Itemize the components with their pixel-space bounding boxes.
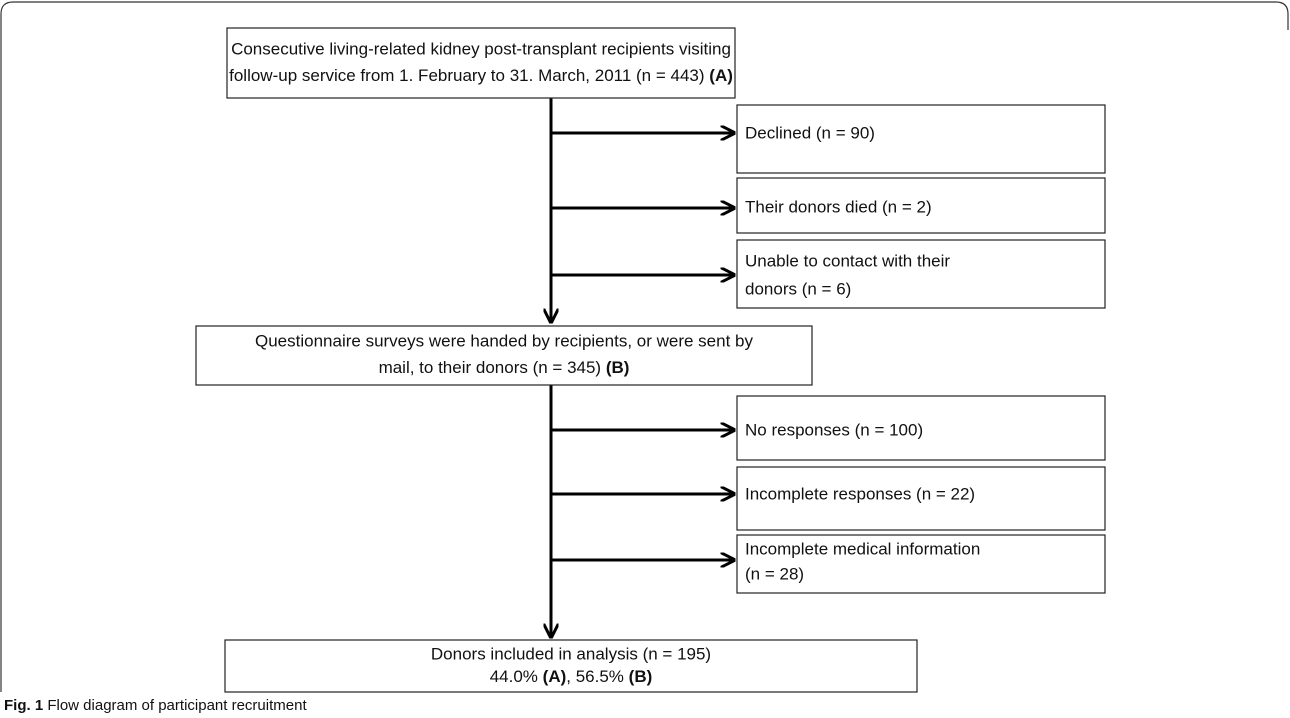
caption: Fig. 1 Flow diagram of participant recru… — [4, 697, 307, 714]
node-text: Their donors died (n = 2) — [745, 197, 932, 216]
node-text: Consecutive living-related kidney post-t… — [231, 39, 731, 58]
node-text: Unable to contact with their — [745, 251, 950, 270]
node-text: 44.0% (A), 56.5% (B) — [490, 667, 653, 686]
frame — [0, 1, 1289, 692]
node-box — [736, 466, 1106, 531]
node-text: mail, to their donors (n = 345) (B) — [379, 358, 630, 377]
node-box — [736, 177, 1106, 234]
node-text: Incomplete responses (n = 22) — [745, 484, 975, 503]
node-box — [195, 325, 813, 386]
node-text: No responses (n = 100) — [745, 420, 923, 439]
node-text: Questionnaire surveys were handed by rec… — [255, 331, 753, 350]
node-text: Declined (n = 90) — [745, 123, 875, 142]
node-text: follow-up service from 1. February to 31… — [229, 66, 733, 85]
node-box — [736, 534, 1106, 594]
node-text: donors (n = 6) — [745, 279, 851, 298]
node-box — [736, 104, 1106, 174]
node-text: Incomplete medical information — [745, 539, 980, 558]
node-box — [226, 27, 736, 99]
node-text: Donors included in analysis (n = 195) — [431, 644, 711, 663]
node-text: (n = 28) — [745, 564, 804, 583]
node-box — [736, 395, 1106, 461]
node-box — [224, 639, 918, 693]
node-box — [736, 239, 1106, 309]
